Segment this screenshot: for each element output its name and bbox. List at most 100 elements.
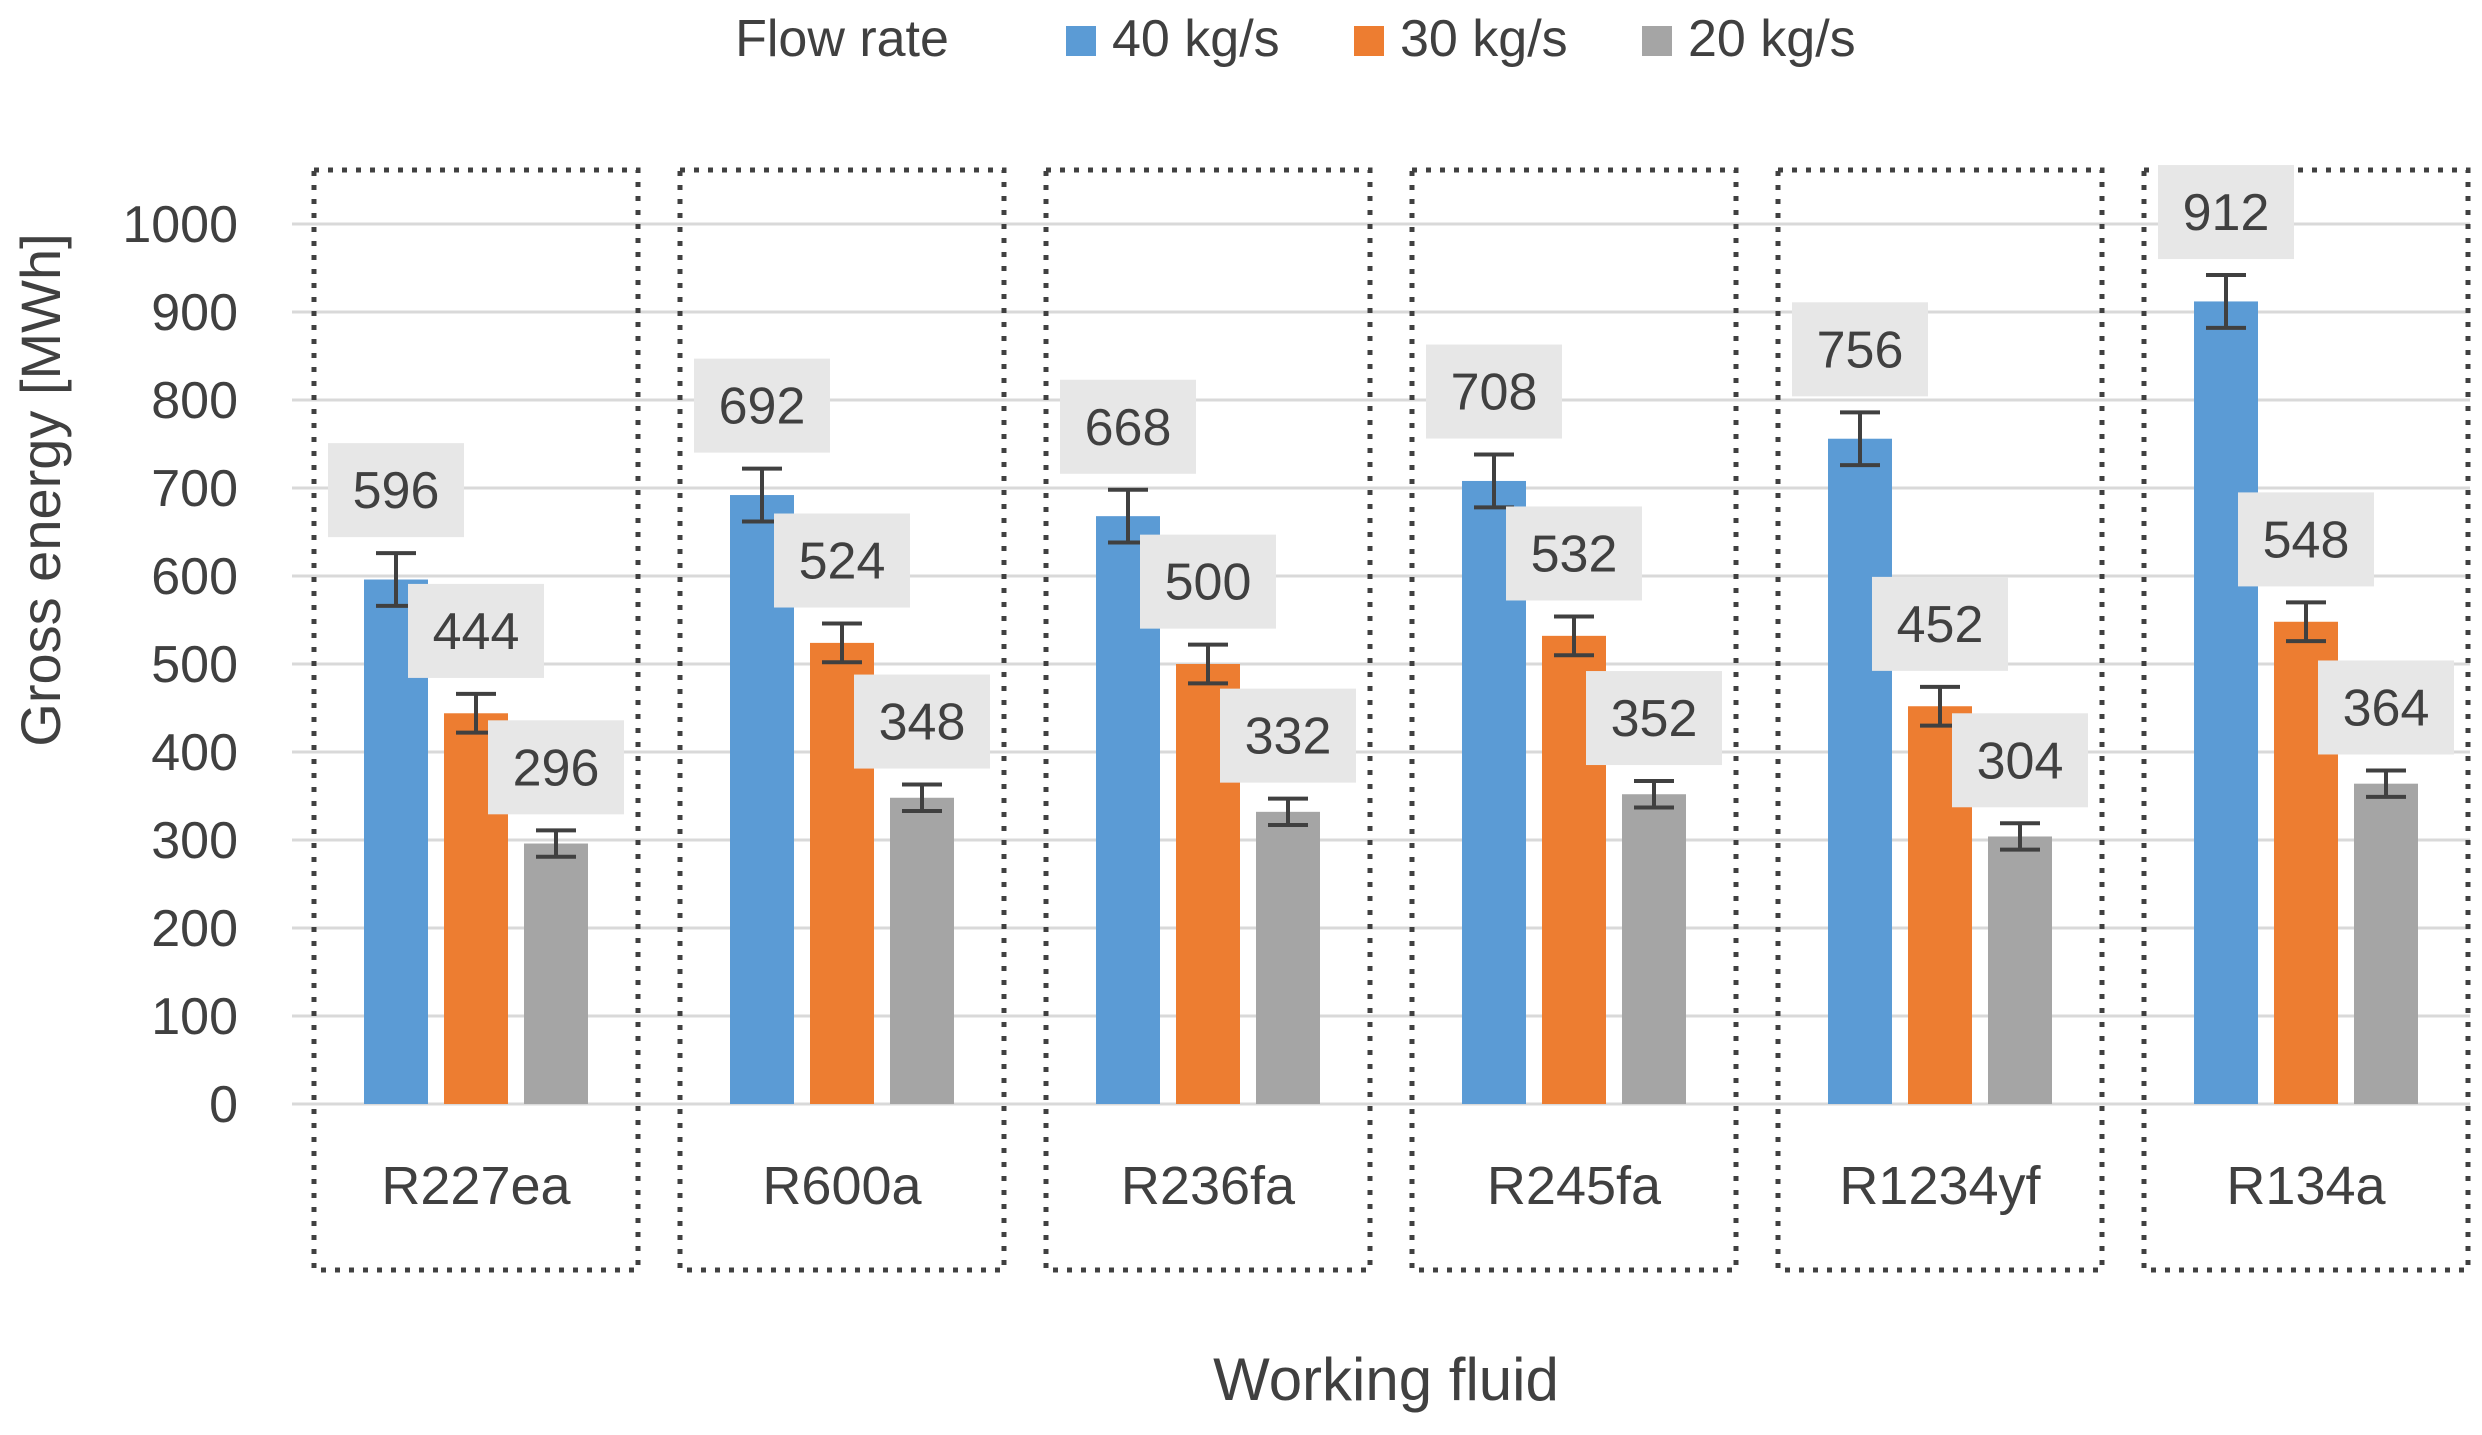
y-tick-label: 0	[209, 1076, 238, 1134]
data-label-text: 708	[1451, 364, 1538, 422]
data-label-text: 444	[433, 603, 520, 661]
x-axis-ticks: R227ea R600a R236fa R245fa R1234yf R134a	[381, 1156, 2386, 1216]
data-label-text: 692	[719, 378, 806, 436]
x-tick-label: R227ea	[381, 1156, 571, 1216]
legend-swatch	[1066, 26, 1096, 56]
data-label: 524	[774, 513, 910, 608]
x-axis-title: Working fluid	[1213, 1346, 1559, 1413]
error-bars	[376, 273, 2406, 859]
data-label: 500	[1140, 534, 1276, 629]
data-label-box	[1872, 576, 2008, 671]
data-label-text: 364	[2343, 679, 2430, 737]
bar-20-kg-s-r227ea	[524, 843, 588, 1104]
category-group-border	[1775, 167, 2105, 1273]
y-axis-ticks: 0 100 200 300 400 500 600 700 800 900 1000	[122, 196, 238, 1134]
error-bar	[902, 782, 942, 813]
error-bar	[822, 621, 862, 665]
y-tick-label: 700	[151, 460, 238, 518]
data-label-box	[1792, 302, 1928, 397]
y-tick-label: 1000	[122, 196, 238, 254]
error-bar	[1554, 614, 1594, 658]
data-label: 668	[1060, 379, 1196, 474]
y-tick-label: 900	[151, 284, 238, 342]
y-tick-label: 400	[151, 724, 238, 782]
data-label-text: 304	[1977, 732, 2064, 790]
data-label-box	[1506, 506, 1642, 601]
data-label-box	[2238, 492, 2374, 587]
category-group-border	[677, 167, 1007, 1273]
data-label-box	[1426, 344, 1562, 439]
legend-title: Flow rate	[735, 10, 949, 68]
data-label-box	[774, 513, 910, 608]
data-label-box	[854, 674, 990, 769]
gridlines	[292, 222, 2470, 1106]
data-label: 692	[694, 358, 830, 453]
x-tick-label: R236fa	[1121, 1156, 1296, 1216]
data-label: 332	[1220, 688, 1356, 783]
data-label: 444	[408, 583, 544, 678]
y-tick-label: 500	[151, 636, 238, 694]
data-label-box	[1060, 379, 1196, 474]
data-label-text: 912	[2183, 184, 2270, 242]
data-label: 296	[488, 720, 624, 815]
data-label: 304	[1952, 713, 2088, 808]
y-tick-label: 300	[151, 812, 238, 870]
legend-item: 20 kg/s	[1642, 10, 1856, 68]
data-label: 452	[1872, 576, 2008, 671]
data-label-text: 332	[1245, 708, 1332, 766]
data-label-text: 296	[513, 739, 600, 797]
data-label-text: 596	[353, 462, 440, 520]
data-label-text: 524	[799, 533, 886, 591]
data-label-text: 548	[2263, 511, 2350, 569]
data-label-text: 668	[1085, 399, 1172, 457]
data-label-text: 532	[1531, 525, 1618, 583]
bar-40-kg-s-r1234yf	[1828, 438, 1892, 1105]
data-label: 352	[1586, 671, 1722, 766]
data-label-box	[408, 583, 544, 678]
y-tick-label: 100	[151, 988, 238, 1046]
x-tick-label: R600a	[762, 1156, 922, 1216]
legend: Flow rate 40 kg/s 30 kg/s 20 kg/s	[735, 10, 1856, 68]
bar-20-kg-s-r134a	[2354, 783, 2418, 1104]
y-tick-label: 200	[151, 900, 238, 958]
x-tick-label: R245fa	[1487, 1156, 1662, 1216]
error-bar	[1188, 642, 1228, 686]
error-bar	[1840, 410, 1880, 468]
data-labels: 596 444 296 692 524 348 668 500 332 708 532 352 756 4…	[328, 165, 2454, 815]
legend-label: 30 kg/s	[1400, 10, 1568, 68]
bar-20-kg-s-r600a	[890, 797, 954, 1104]
bar-20-kg-s-r236fa	[1256, 811, 1320, 1104]
x-tick-label: R134a	[2226, 1156, 2386, 1216]
data-label-text: 348	[879, 694, 966, 752]
category-group-borders	[311, 167, 2471, 1273]
category-group-border	[1043, 167, 1373, 1273]
data-label-box	[2318, 660, 2454, 755]
y-axis-title: Gross energy [MWh]	[9, 233, 72, 746]
error-bar	[2286, 600, 2326, 644]
category-group-border	[1409, 167, 1739, 1273]
category-group-border	[2141, 167, 2471, 1273]
category-group-border	[311, 167, 641, 1273]
error-bar	[2206, 273, 2246, 330]
data-label-text: 352	[1611, 690, 1698, 748]
data-label: 708	[1426, 344, 1562, 439]
error-bar	[1634, 779, 1674, 810]
y-tick-label: 600	[151, 548, 238, 606]
data-label-box	[328, 443, 464, 538]
legend-label: 40 kg/s	[1112, 10, 1280, 68]
data-label: 756	[1792, 302, 1928, 397]
data-label: 348	[854, 674, 990, 769]
legend-swatch	[1642, 26, 1672, 56]
legend-item: 30 kg/s	[1354, 10, 1568, 68]
bar-40-kg-s-r134a	[2194, 301, 2258, 1104]
data-label: 532	[1506, 506, 1642, 601]
bars	[364, 301, 2418, 1105]
y-tick-label: 800	[151, 372, 238, 430]
bar-20-kg-s-r1234yf	[1988, 836, 2052, 1104]
data-label-text: 500	[1165, 554, 1252, 612]
data-label-box	[2158, 165, 2294, 260]
legend-label: 20 kg/s	[1688, 10, 1856, 68]
error-bar	[1268, 796, 1308, 828]
